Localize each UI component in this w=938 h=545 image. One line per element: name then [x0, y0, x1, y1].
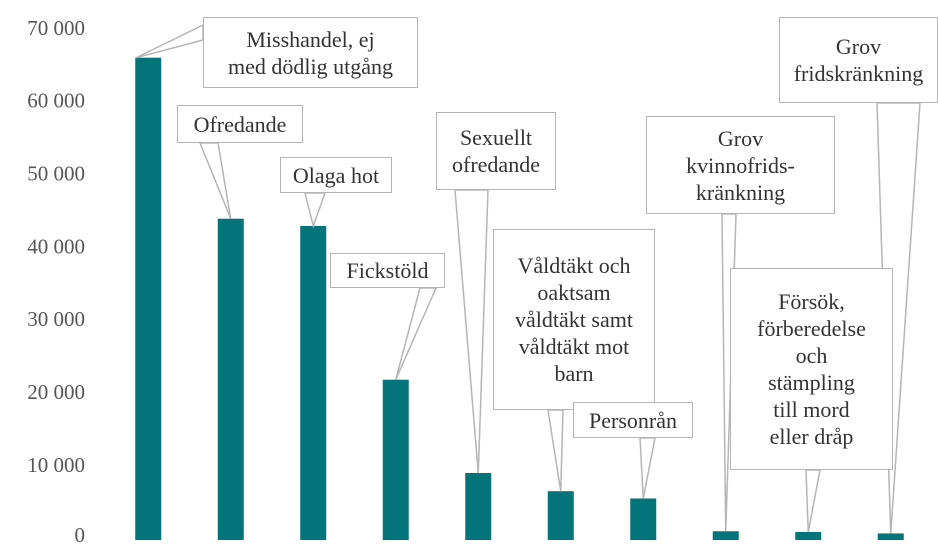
y-tick-label: 50 000: [27, 162, 85, 186]
callout-label: Grov fridskränkning: [779, 17, 938, 103]
callout-label: Sexuellt ofredande: [436, 112, 556, 190]
bar: [712, 531, 739, 540]
callout-label: Ofredande: [177, 105, 303, 143]
bar: [877, 533, 904, 540]
callout-label: Våldtäkt och oaktsam våldtäkt samt våldt…: [493, 229, 655, 410]
callout-pointer: [454, 189, 489, 474]
y-tick-label: 60 000: [27, 89, 85, 113]
callout-label: Personrån: [573, 402, 693, 438]
bar: [300, 225, 327, 540]
bar: [630, 498, 657, 540]
bar: [547, 491, 574, 540]
y-tick-label: 70 000: [27, 16, 85, 40]
callout-pointer: [547, 409, 564, 492]
callout-label: Olaga hot: [280, 157, 392, 193]
callout-label: Fickstöld: [330, 253, 445, 288]
y-tick-label: 40 000: [27, 234, 85, 258]
bar: [217, 218, 244, 540]
callout-pointer: [639, 437, 656, 499]
y-tick-label: 30 000: [27, 307, 85, 331]
callout-pointer: [198, 142, 232, 219]
callout-label: Grov kvinnofrids- kränkning: [646, 116, 835, 214]
y-tick-label: 0: [75, 523, 86, 545]
callout-pointer: [395, 287, 438, 381]
bar: [465, 472, 492, 540]
bar: [795, 531, 822, 540]
y-tick-label: 10 000: [27, 453, 85, 477]
y-tick-label: 20 000: [27, 380, 85, 404]
callout-label: Misshandel, ej med dödlig utgång: [203, 17, 418, 88]
callout-pointer: [135, 23, 204, 59]
bar: [135, 57, 162, 540]
callout-pointer: [304, 192, 327, 229]
bar: [382, 379, 409, 540]
callout-pointer: [805, 469, 821, 533]
callout-label: Försök, förberedelse och stämpling till …: [730, 268, 893, 470]
